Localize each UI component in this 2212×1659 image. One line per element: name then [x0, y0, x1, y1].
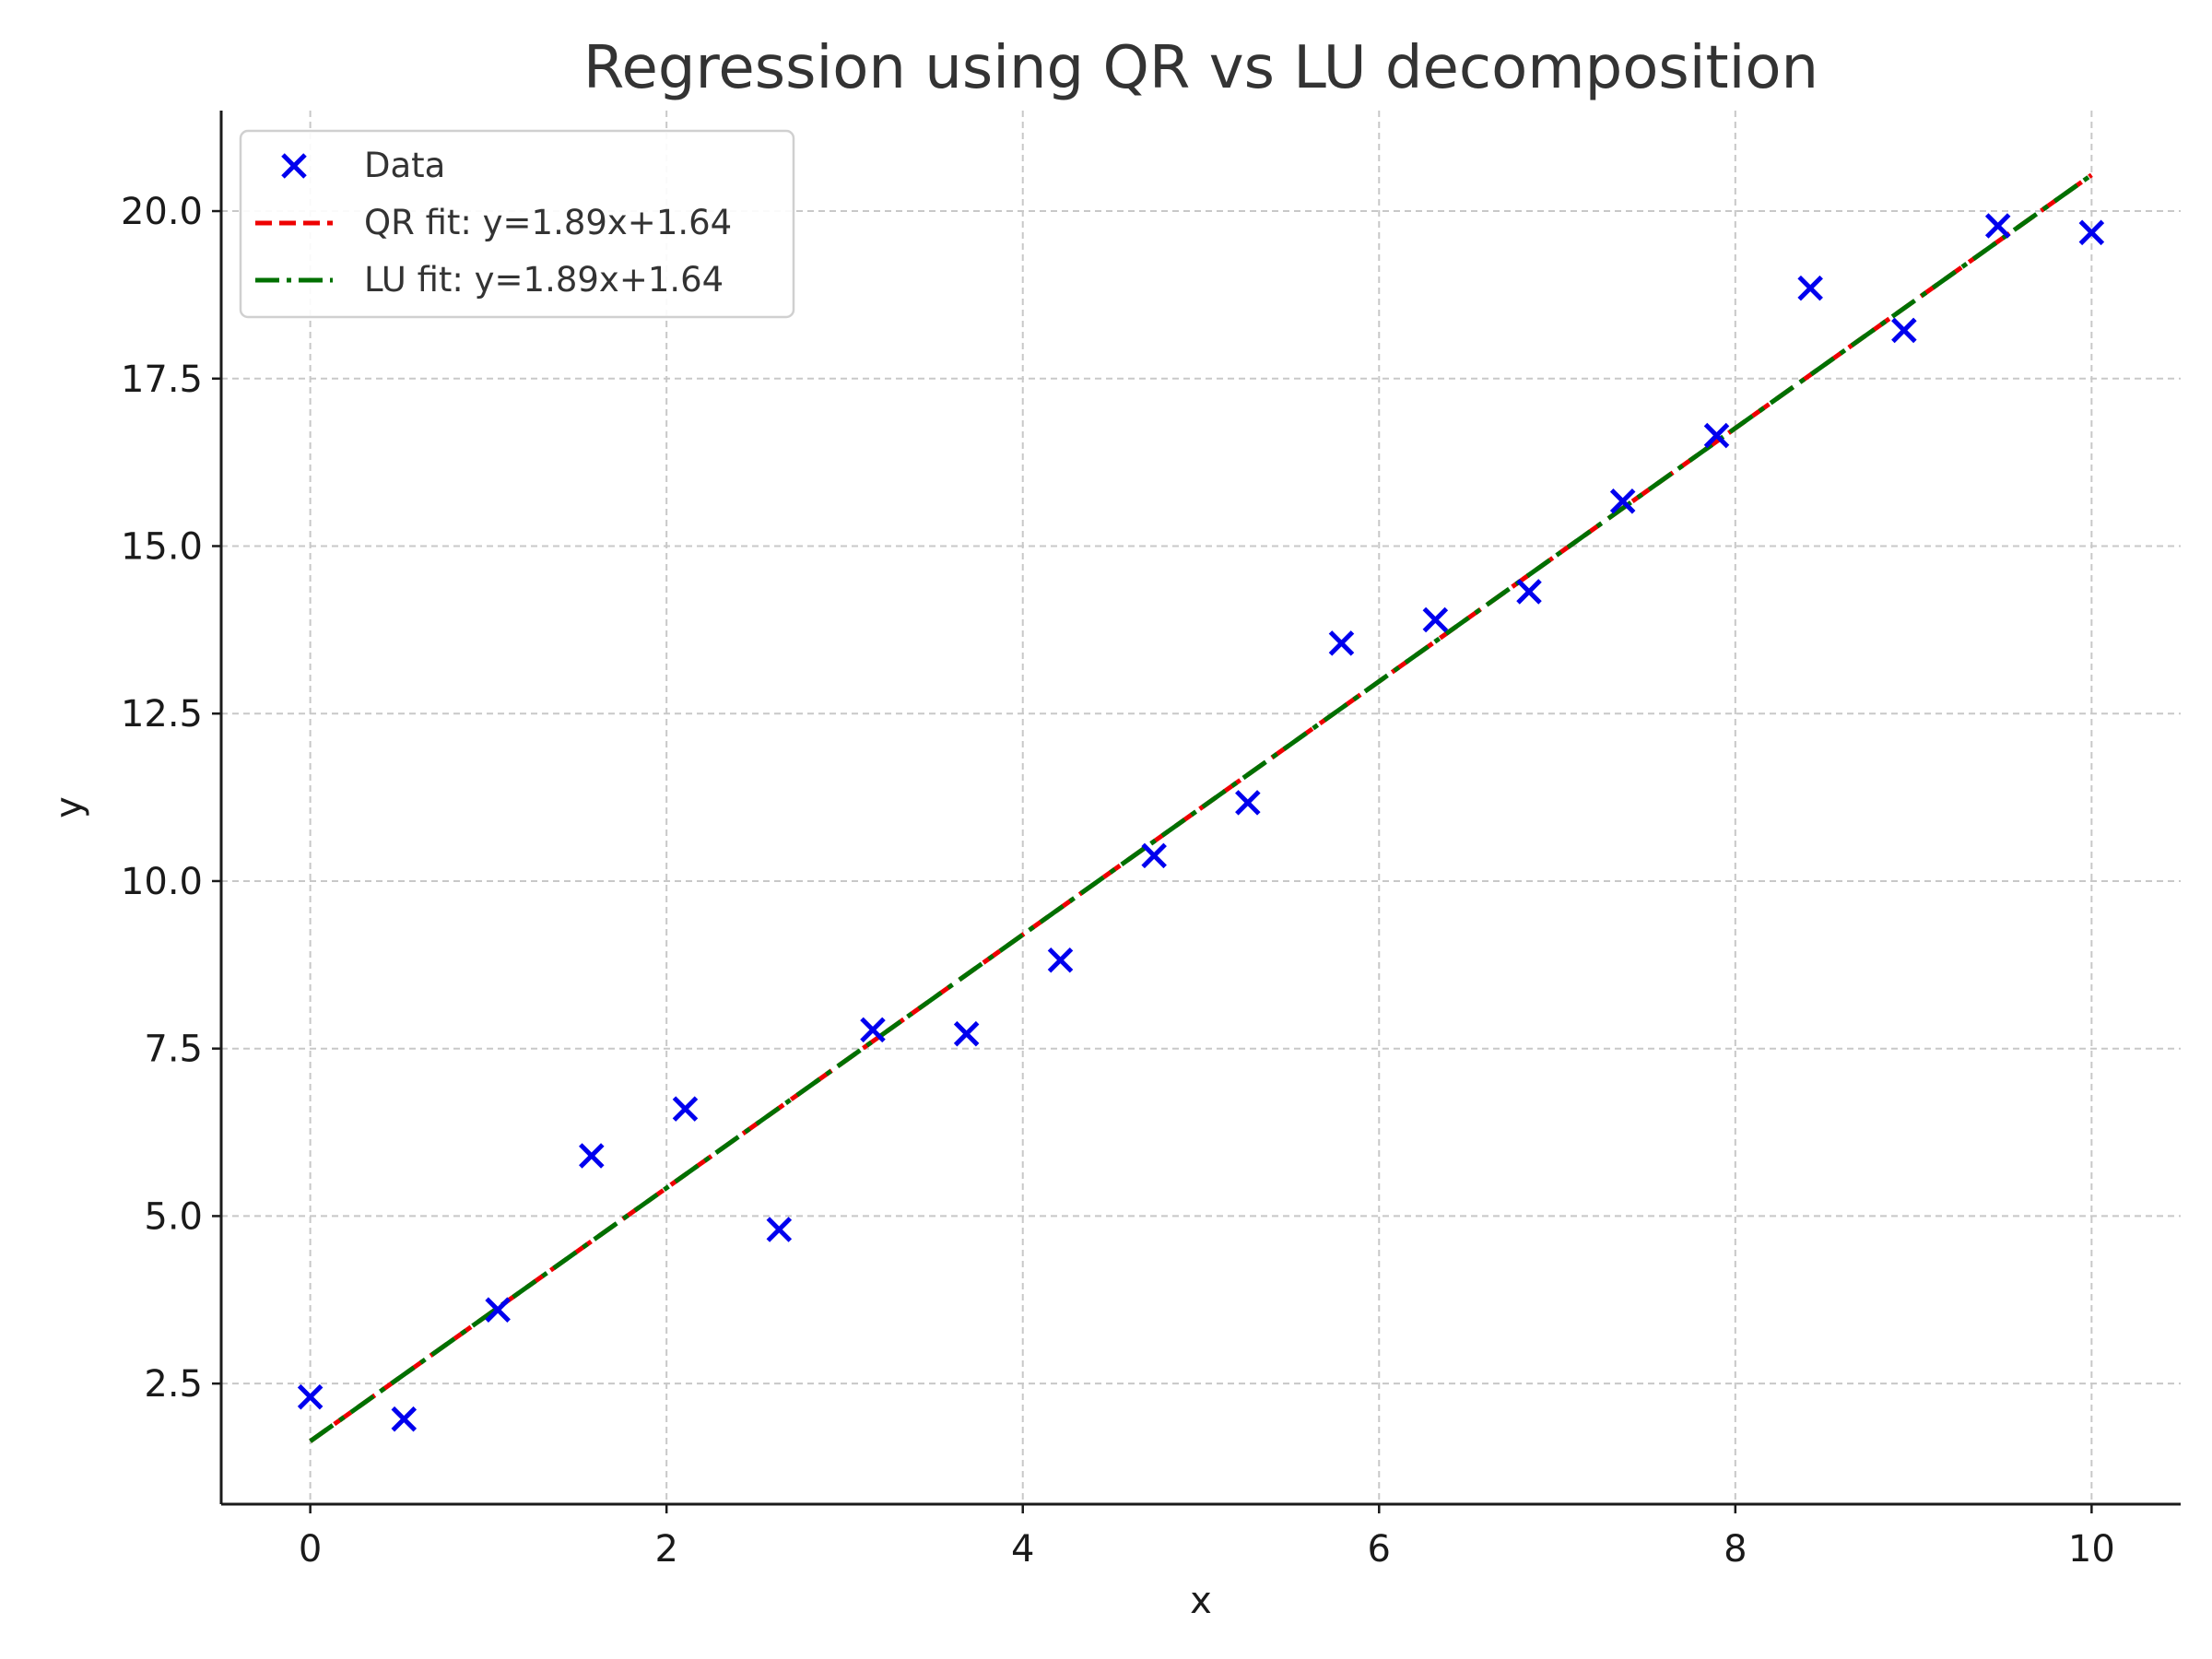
- lu-fit-line: [309, 172, 2093, 1443]
- x-tick-label: 0: [299, 1528, 322, 1571]
- axes: [219, 111, 2181, 1506]
- x-tick-label: 6: [1368, 1528, 1391, 1571]
- y-tick-label: 7.5: [144, 1029, 203, 1071]
- data-point: [1516, 579, 1542, 605]
- fit-lines: [309, 172, 2093, 1443]
- y-tick-label: 2.5: [144, 1363, 203, 1406]
- data-point: [1797, 275, 1823, 301]
- y-tick-label: 15.0: [121, 526, 203, 569]
- data-point: [2078, 219, 2105, 246]
- data-point: [1422, 606, 1449, 633]
- data-points: [297, 213, 2105, 1432]
- x-tick-label: 10: [2068, 1528, 2115, 1571]
- legend-label-qr-fit: QR fit: y=1.89x+1.64: [364, 203, 732, 242]
- chart-title: Regression using QR vs LU decomposition: [583, 34, 1818, 102]
- data-point: [672, 1096, 699, 1122]
- y-tick-label: 12.5: [121, 693, 203, 735]
- y-tick-label: 20.0: [121, 191, 203, 233]
- y-axis-label: y: [48, 796, 90, 818]
- data-point: [860, 1017, 886, 1043]
- ticks: 0 2 4 6 8 10 2.5 5.0 7.5 10.0 12.5 15.0 17.5 20.0: [121, 191, 2115, 1571]
- legend-label-data: Data: [364, 146, 445, 185]
- data-point: [1703, 422, 1730, 449]
- data-point: [297, 1383, 324, 1410]
- data-point: [766, 1217, 793, 1242]
- legend-marker-data: [281, 153, 307, 179]
- data-point: [1141, 842, 1167, 869]
- data-point: [1891, 317, 1917, 344]
- x-tick-label: 4: [1011, 1528, 1034, 1571]
- grid: [221, 111, 2181, 1504]
- y-tick-label: 17.5: [121, 359, 203, 401]
- x-tick-label: 2: [654, 1528, 677, 1571]
- data-point: [485, 1297, 511, 1323]
- x-tick-label: 8: [1724, 1528, 1747, 1571]
- data-point: [1235, 790, 1261, 816]
- data-point: [953, 1020, 980, 1047]
- legend: Data QR fit: y=1.89x+1.64 LU fit: y=1.89…: [239, 129, 795, 319]
- data-point: [1328, 630, 1355, 656]
- data-point: [1984, 213, 2011, 239]
- x-axis-label: x: [1190, 1580, 1212, 1622]
- data-point: [391, 1406, 418, 1432]
- legend-label-lu-fit: LU fit: y=1.89x+1.64: [364, 260, 724, 300]
- data-point: [1609, 488, 1636, 514]
- y-tick-label: 5.0: [144, 1195, 203, 1238]
- data-point: [1047, 947, 1074, 973]
- data-point: [579, 1143, 605, 1169]
- legend-box: [239, 129, 795, 319]
- y-tick-label: 10.0: [121, 861, 203, 903]
